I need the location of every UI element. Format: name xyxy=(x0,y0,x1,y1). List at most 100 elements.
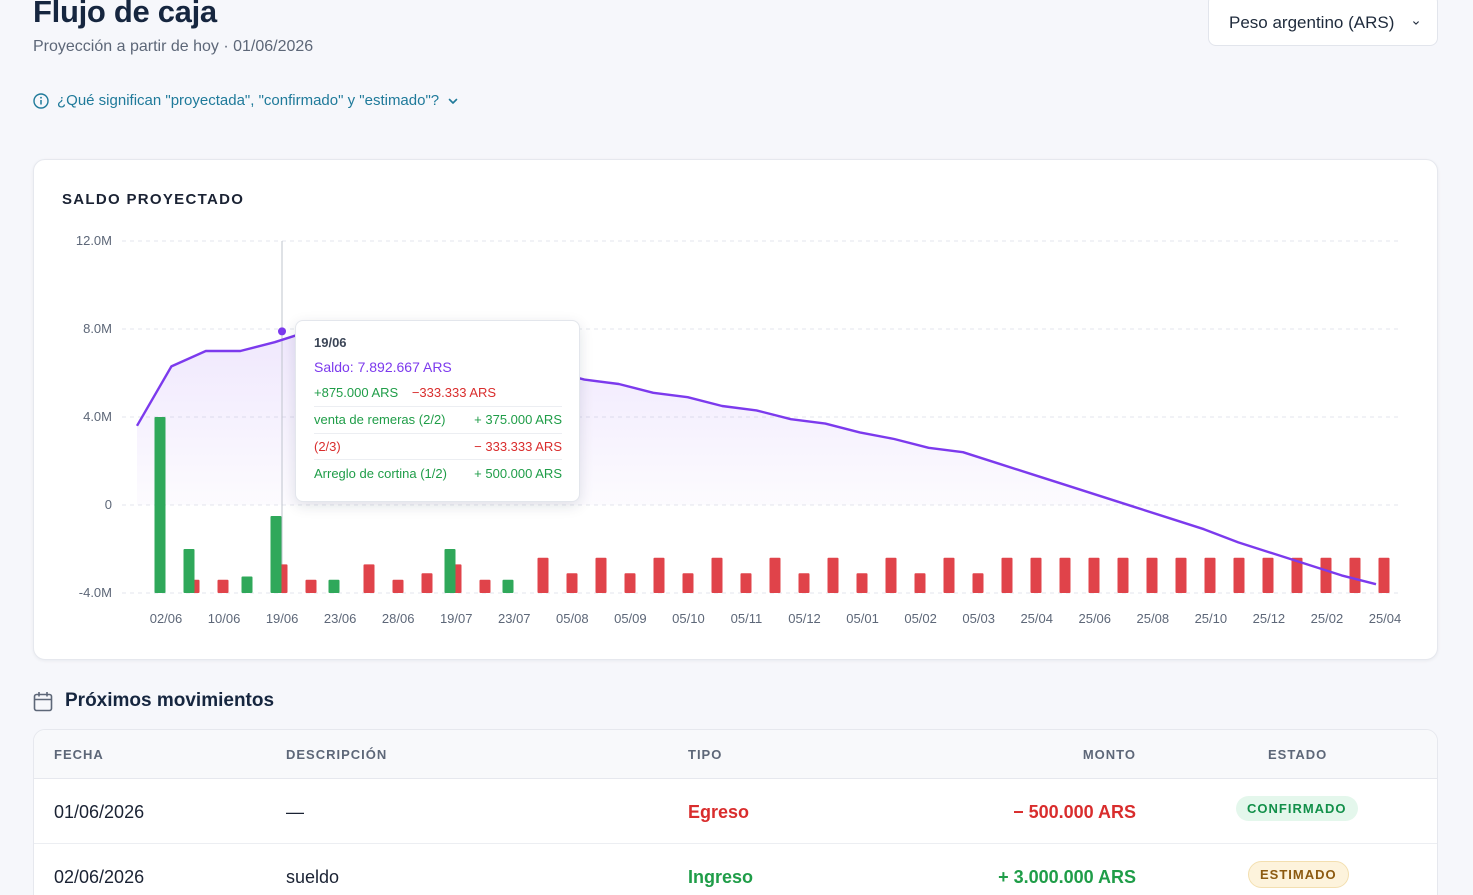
expense-bar xyxy=(914,573,926,593)
expense-bar xyxy=(711,557,723,593)
x-tick-label: 05/01 xyxy=(846,611,879,626)
movements-title: Próximos movimientos xyxy=(65,690,275,711)
help-link[interactable]: ¿Qué significan "proyectada", "confirmad… xyxy=(33,92,459,109)
help-link-label: ¿Qué significan "proyectada", "confirmad… xyxy=(57,92,440,109)
page-subtitle: Proyección a partir de hoy · 01/06/2026 xyxy=(33,38,314,55)
status-badge: CONFIRMADO xyxy=(1236,796,1358,821)
expense-bar xyxy=(972,573,984,593)
expense-bar xyxy=(1262,557,1274,593)
row-description: sueldo xyxy=(286,867,340,887)
expense-bar xyxy=(798,573,810,593)
expense-bar xyxy=(392,579,404,593)
expense-bar xyxy=(624,573,636,593)
expense-bar xyxy=(653,557,665,593)
page-title: Flujo de caja xyxy=(33,0,217,29)
x-tick-label: 25/04 xyxy=(1020,611,1053,626)
y-tick-label: 0 xyxy=(105,497,112,512)
tooltip-row-name: Arreglo de cortina (1/2) xyxy=(314,465,447,481)
tooltip-row-amount: − 333.333 ARS xyxy=(474,438,562,454)
x-tick-label: 05/02 xyxy=(904,611,937,626)
y-tick-label: 4.0M xyxy=(83,409,112,424)
expense-bar xyxy=(217,579,229,593)
expense-bar xyxy=(1117,557,1129,593)
chevron-down-icon xyxy=(448,98,458,104)
x-tick-label: 05/03 xyxy=(962,611,995,626)
table-row[interactable]: 02/06/2026 sueldo Ingreso + 3.000.000 AR… xyxy=(34,844,1437,895)
currency-select-value: Peso argentino (ARS) xyxy=(1229,13,1395,32)
x-tick-label: 05/11 xyxy=(731,611,763,626)
expense-bar xyxy=(566,573,578,593)
x-tick-label: 05/08 xyxy=(556,611,589,626)
expense-bar xyxy=(1088,557,1100,593)
column-header-descripcion[interactable]: DESCRIPCIÓN xyxy=(286,747,388,762)
movements-table: FECHA DESCRIPCIÓN TIPO MONTO ESTADO 01/0… xyxy=(33,729,1438,895)
movements-heading: Próximos movimientos xyxy=(33,690,274,712)
expense-bar xyxy=(1175,557,1187,593)
x-tick-label: 25/02 xyxy=(1311,611,1344,626)
tooltip-row-name: (2/3) xyxy=(314,438,341,454)
expense-bar xyxy=(305,579,317,593)
highlight-point xyxy=(278,327,286,336)
tooltip-row-name: venta de remeras (2/2) xyxy=(314,412,446,428)
expense-bar xyxy=(856,573,868,593)
x-tick-label: 25/04 xyxy=(1369,611,1402,626)
expense-bar xyxy=(943,557,955,593)
chart-card: SALDO PROYECTADO 12.0M 8.0M 4.0M 0 -4.0M 02/0… xyxy=(33,159,1438,660)
table-header: FECHA DESCRIPCIÓN TIPO MONTO ESTADO xyxy=(34,730,1437,779)
column-header-fecha[interactable]: FECHA xyxy=(54,747,104,762)
row-amount: + 3.000.000 ARS xyxy=(998,867,1136,887)
tooltip-sums: +875.000 ARS −333.333 ARS xyxy=(314,385,562,407)
expense-bar xyxy=(1291,557,1303,593)
row-amount: − 500.000 ARS xyxy=(1013,802,1136,822)
x-tick-label: 19/06 xyxy=(266,611,299,626)
calendar-icon xyxy=(33,691,53,711)
tooltip-row: venta de remeras (2/2) + 375.000 ARS xyxy=(314,407,562,434)
income-bar xyxy=(241,576,253,593)
expense-bar xyxy=(1059,557,1071,593)
expense-bar xyxy=(740,573,752,593)
tooltip-row: (2/3) − 333.333 ARS xyxy=(314,434,562,460)
x-tick-label: 05/09 xyxy=(614,611,647,626)
chart-tooltip: 19/06 Saldo: 7.892.667 ARS +875.000 ARS … xyxy=(295,320,580,502)
x-tick-label: 02/06 xyxy=(150,611,183,626)
expense-bar xyxy=(827,557,839,593)
balance-chart[interactable]: 12.0M 8.0M 4.0M 0 -4.0M 02/06 10/06 19/06 23/06 2… xyxy=(34,160,1439,661)
income-bar xyxy=(183,549,195,593)
x-tick-label: 19/07 xyxy=(440,611,473,626)
tooltip-balance: Saldo: 7.892.667 ARS xyxy=(314,359,452,375)
x-tick-label: 25/06 xyxy=(1078,611,1111,626)
tooltip-date: 19/06 xyxy=(314,335,347,350)
expense-bar xyxy=(1378,557,1390,593)
x-tick-label: 28/06 xyxy=(382,611,415,626)
expense-bar xyxy=(1204,557,1216,593)
x-tick-label: 05/12 xyxy=(788,611,821,626)
currency-select[interactable]: Peso argentino (ARS) xyxy=(1208,0,1438,46)
income-bar xyxy=(328,579,340,593)
x-tick-label: 10/06 xyxy=(208,611,241,626)
column-header-monto[interactable]: MONTO xyxy=(1082,747,1136,762)
chevron-down-icon xyxy=(1413,21,1419,25)
y-tick-label: -4.0M xyxy=(79,585,112,600)
expense-bar xyxy=(595,557,607,593)
expense-bar xyxy=(1233,557,1245,593)
x-tick-label: 05/10 xyxy=(672,611,705,626)
column-header-estado[interactable]: ESTADO xyxy=(1268,747,1328,762)
row-date: 02/06/2026 xyxy=(54,867,145,887)
row-date: 01/06/2026 xyxy=(54,802,145,822)
x-tick-label: 23/07 xyxy=(498,611,531,626)
expense-bar xyxy=(1001,557,1013,593)
income-bar xyxy=(270,516,282,593)
x-tick-label: 25/10 xyxy=(1195,611,1228,626)
expense-bar xyxy=(421,573,433,593)
status-badge: ESTIMADO xyxy=(1248,861,1349,888)
income-bar xyxy=(444,549,456,593)
expense-bar xyxy=(885,557,897,593)
table-row[interactable]: 01/06/2026 — Egreso − 500.000 ARS CONFIR… xyxy=(34,779,1437,844)
row-type: Ingreso xyxy=(688,867,754,887)
expense-bar xyxy=(1030,557,1042,593)
column-header-tipo[interactable]: TIPO xyxy=(688,747,723,762)
expense-bar xyxy=(682,573,694,593)
expense-bar xyxy=(479,579,491,593)
expense-bar xyxy=(537,557,549,593)
row-description: — xyxy=(286,802,304,822)
